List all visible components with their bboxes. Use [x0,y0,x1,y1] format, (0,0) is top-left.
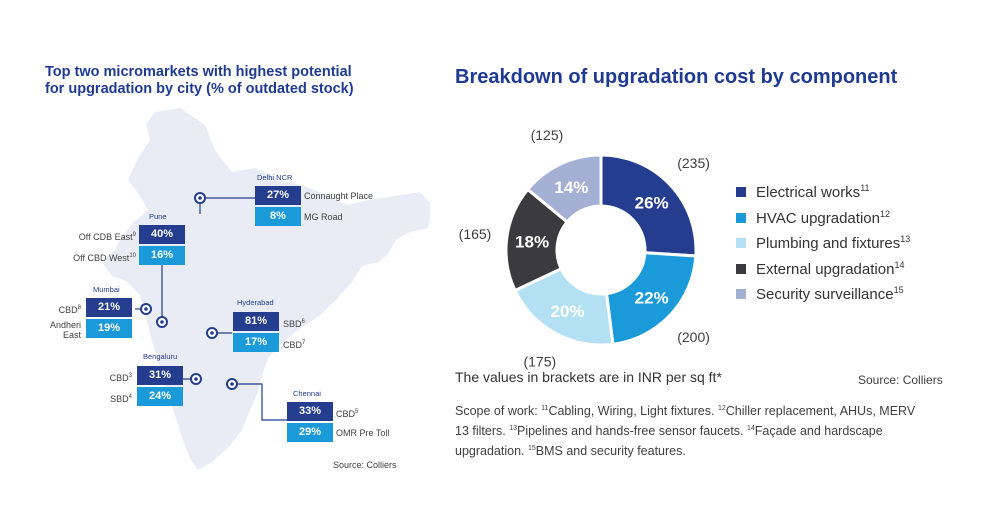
slice-value-electrical: (235) [677,155,710,171]
bengaluru-market-2-value: 24% [137,387,183,406]
city-label-pune: Pune [149,212,167,221]
delhi-market-1-label: Connaught Place [304,191,374,201]
city-label-mumbai: Mumbai [93,285,120,294]
delhi-market-2-label: MG Road [304,212,343,222]
pune-market-2-label: Off CBD West10 [73,253,136,263]
slice-value-hvac: (200) [677,329,710,345]
india-map [102,108,430,470]
chennai-market-2-value: 29% [287,423,333,442]
legend-item-plumbing: Plumbing and fixtures13 [736,234,910,260]
city-label-hyderabad: Hyderabad [237,298,274,307]
chennai-market-1-label: CBD5 [336,409,359,419]
scope-of-work: Scope of work: 11Cabling, Wiring, Light … [455,404,916,459]
mumbai-market-2-value: 19% [86,319,132,338]
pune-market-2-value: 16% [139,246,185,265]
chart-legend: Electrical works11 HVAC upgradation12 Pl… [736,183,910,311]
pune-market-1-value: 40% [139,225,185,244]
slice-label-external: 18% [515,232,549,251]
mumbai-market-1-label: CBD8 [58,305,81,315]
map-title: Top two micromarkets with highest potent… [45,64,415,98]
slice-label-hvac: 22% [635,289,669,308]
legend-item-external: External upgradation14 [736,260,910,286]
legend-swatch-hvac [736,212,746,223]
slice-label-electrical: 26% [635,193,669,212]
slice-security [525,153,603,225]
chart-title: Breakdown of upgradation cost by compone… [455,66,898,88]
hyderabad-market-1-label: SBD6 [283,319,305,329]
mumbai-market-1-value: 21% [86,298,132,317]
legend-swatch-electrical [736,187,746,197]
legend-swatch-external [736,263,746,274]
hyderabad-market-2-value: 17% [233,333,279,352]
slice-hvac [604,251,698,346]
slice-label-plumbing: 20% [551,302,585,321]
delhi-market-1-value: 27% [255,186,301,205]
map-title-line-1: Top two micromarkets with highest potent… [45,64,352,80]
slice-electrical [599,153,698,258]
map-source: Source: Colliers [333,460,397,470]
delhi-market-2-value: 8% [255,207,301,226]
bengaluru-market-1-value: 31% [137,366,183,385]
mumbai-market-2-label: Andheri East [49,320,81,340]
slice-value-external: (165) [459,226,492,242]
hyderabad-market-2-label: CBD7 [283,340,306,350]
legend-swatch-security [736,289,746,299]
bengaluru-market-1-label: CBD3 [109,373,132,383]
legend-swatch-plumbing [736,238,746,248]
city-label-delhi: Delhi NCR [257,173,293,182]
legend-item-security: Security surveillance15 [736,285,910,311]
chennai-market-2-label: OMR Pre Toll [336,428,390,438]
legend-item-electrical: Electrical works11 [736,183,910,209]
chart-source: Source: Colliers [858,373,943,387]
map-title-line-2: for upgradation by city (% of outdated s… [45,81,354,97]
pune-market-1-label: Off CDB East9 [78,232,136,242]
hyderabad-market-1-value: 81% [233,312,279,331]
slice-label-security: 14% [554,178,588,197]
connector-chennai [232,383,287,421]
chart-note: The values in brackets are in INR per sq… [455,369,722,385]
city-label-bengaluru: Bengaluru [143,352,178,361]
bengaluru-market-2-label: SBD4 [110,394,132,404]
chennai-market-1-value: 33% [287,402,333,421]
slice-value-plumbing: (175) [523,353,556,369]
slice-value-security: (125) [531,127,564,143]
city-label-chennai: Chennai [293,389,321,398]
legend-item-hvac: HVAC upgradation12 [736,209,910,235]
